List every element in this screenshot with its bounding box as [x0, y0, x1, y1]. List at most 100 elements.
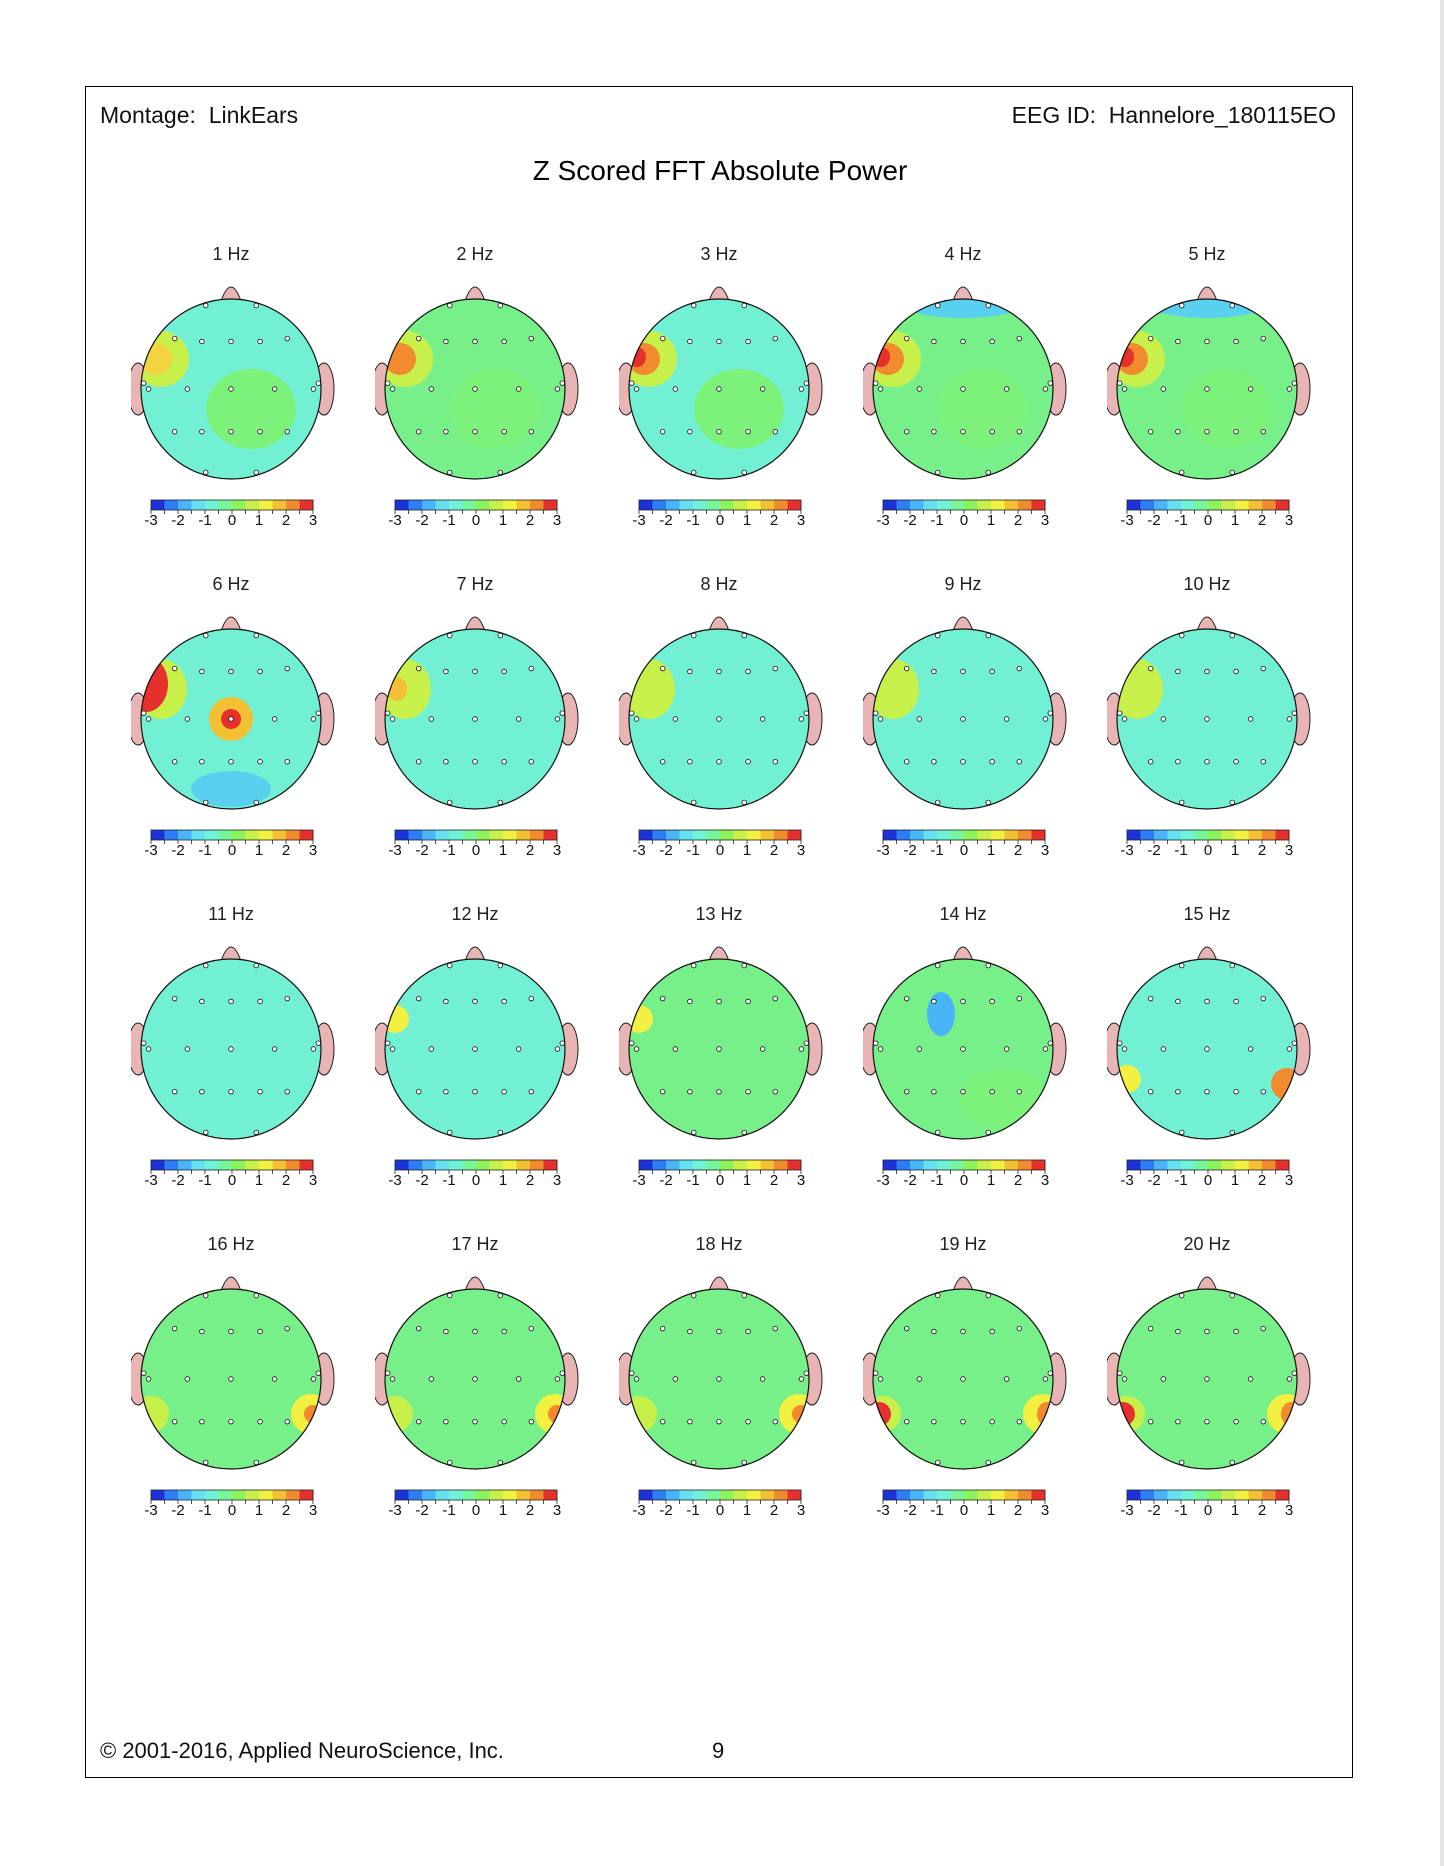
head-outline [140, 958, 322, 1140]
electrode-marker [1291, 710, 1297, 716]
colorbar-segment [964, 830, 978, 840]
electrode-marker [315, 380, 321, 386]
colorbar-segment [395, 1490, 409, 1500]
electrode-marker [1148, 428, 1154, 435]
head-outline [1116, 1288, 1298, 1470]
head-outline [872, 298, 1054, 480]
electrode-marker [1260, 995, 1266, 1002]
colorbar-segment [299, 1490, 314, 1500]
electrode-marker [904, 758, 910, 765]
colorbar-tick-label: -3 [388, 1172, 402, 1189]
colorbar-segment [299, 830, 314, 840]
electrode-marker [1204, 1046, 1210, 1052]
colorbar-tick-label: 0 [715, 1502, 725, 1519]
colorbar-tick-label: -3 [876, 1502, 890, 1519]
colorbar-segment [1235, 830, 1249, 840]
colorbar-tick-label: 0 [1203, 1502, 1213, 1519]
electrode-marker [960, 998, 966, 1005]
colorbar-segment [503, 500, 517, 510]
colorbar-tick-label: 1 [986, 1502, 996, 1519]
colorbar-tick-label: -1 [1174, 512, 1188, 529]
colorbar-segment [910, 1490, 924, 1500]
colorbar-segment [205, 1490, 219, 1500]
colorbar-tick-label: 3 [308, 1502, 318, 1519]
frequency-label: 11 Hz [208, 904, 254, 924]
electrode-marker [416, 1088, 422, 1095]
electrode-marker [931, 1328, 937, 1335]
colorbar-tick-label: 3 [1040, 842, 1050, 859]
electrode-marker [1204, 386, 1210, 392]
colorbar-segment [787, 830, 802, 840]
electrode-marker [798, 1376, 805, 1382]
electrode-marker [741, 469, 747, 476]
colorbar-segment [1208, 830, 1222, 840]
electrode-marker [1179, 302, 1185, 309]
electrode-marker [960, 758, 966, 765]
electrode-marker [554, 1376, 561, 1382]
colorbar-segment [476, 830, 490, 840]
electrode-marker [1016, 995, 1022, 1002]
electrode-marker [228, 338, 234, 345]
colorbar-tick-label: -3 [876, 842, 890, 859]
electrode-marker [672, 1376, 679, 1382]
electrode-marker [184, 1376, 191, 1382]
electrode-marker [741, 962, 747, 969]
electrode-marker [745, 428, 751, 435]
colorbar-segment [774, 1490, 788, 1500]
colorbar-segment [272, 500, 287, 510]
vertical-scrollbar[interactable] [1440, 0, 1444, 1866]
electrode-marker [872, 380, 879, 386]
electrode-marker [199, 758, 205, 765]
colorbar-segment [232, 1160, 246, 1170]
electrode-marker [916, 386, 923, 392]
colorbar-tick-label: 0 [959, 842, 969, 859]
activity-blob [1147, 299, 1267, 318]
scalp-map [131, 286, 335, 514]
colorbar-tick-label: -3 [1120, 1172, 1134, 1189]
electrode-marker [904, 1325, 910, 1332]
colorbar-segment [950, 1490, 965, 1500]
colorbar-segment [543, 1490, 558, 1500]
scalp-map [131, 946, 335, 1174]
colorbar-segment [489, 1490, 504, 1500]
topomap-cell: 16 Hz -3 -2 -1 0 1 2 3 [131, 1234, 335, 1554]
colorbar-segment [1167, 1490, 1182, 1500]
colorbar-tick-label: 2 [769, 842, 779, 859]
colorbar-tick-label: 0 [227, 842, 237, 859]
colorbar-segment [164, 1160, 179, 1170]
electrode-marker [1016, 665, 1022, 672]
colorbar-segment [422, 1490, 436, 1500]
electrode-marker [1016, 1418, 1022, 1425]
electrode-marker [1016, 335, 1022, 342]
colorbar-segment [286, 1490, 300, 1500]
activity-blob [548, 1405, 565, 1423]
colorbar-tick-label: -2 [415, 512, 429, 529]
colorbar-segment [476, 1490, 490, 1500]
electrode-marker [935, 1292, 941, 1299]
electrode-marker [447, 1129, 453, 1136]
topomap-cell: 17 Hz -3 -2 -1 0 1 2 3 [375, 1234, 579, 1554]
head-outline [628, 1288, 810, 1470]
colorbar-tick-label: 3 [1284, 1502, 1294, 1519]
electrode-marker [501, 1418, 507, 1425]
activity-blob [191, 771, 271, 807]
topomap-cell: 1 Hz -3 -2 -1 0 1 2 3 [131, 244, 335, 564]
colorbar-segment [259, 500, 273, 510]
electrode-marker [716, 1376, 722, 1382]
colorbar-segment [1194, 500, 1209, 510]
electrode-marker [687, 338, 693, 345]
electrode-marker [1116, 380, 1123, 386]
colorbar-segment [164, 1490, 179, 1500]
electrode-marker [501, 1328, 507, 1335]
colorbar-tick-label: 2 [525, 1172, 535, 1189]
colorbar-segment [462, 1490, 477, 1500]
colorbar-tick-label: 2 [525, 1502, 535, 1519]
colorbar-segment [218, 1160, 233, 1170]
colorbar-segment [422, 830, 436, 840]
electrode-marker [1148, 335, 1154, 342]
colorbar-segment [1167, 1160, 1182, 1170]
colorbar-segment [937, 1490, 951, 1500]
colorbar-segment [747, 830, 761, 840]
colorbar-segment [272, 830, 287, 840]
electrode-marker [310, 1376, 317, 1382]
